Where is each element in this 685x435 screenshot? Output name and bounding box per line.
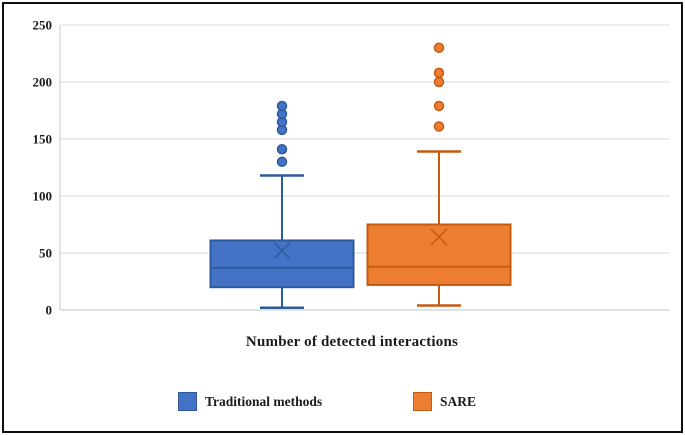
y-tick-label-200: 200 bbox=[33, 75, 53, 90]
legend-item-sare: SARE bbox=[413, 392, 476, 411]
legend-label-sare: SARE bbox=[440, 393, 477, 409]
legend-item-traditional-methods: Traditional methods bbox=[178, 392, 322, 411]
legend-swatch-sare bbox=[413, 392, 432, 411]
outlier-sare-208 bbox=[433, 67, 445, 79]
y-tick-label-50: 50 bbox=[39, 246, 52, 261]
outlier-traditional-methods-179 bbox=[276, 100, 288, 112]
outlier-sare-161 bbox=[433, 121, 445, 132]
boxplot-canvas: 0 50 100 150 200 250 bbox=[33, 18, 670, 318]
x-axis-title: Number of detected interactions bbox=[245, 334, 459, 350]
outlier-sare-230 bbox=[433, 42, 445, 54]
box-traditional-methods bbox=[209, 239, 355, 289]
outlier-traditional-methods-141 bbox=[276, 144, 288, 155]
legend-swatch-traditional-methods bbox=[178, 392, 197, 411]
y-tick-label-0: 0 bbox=[46, 303, 53, 318]
outlier-sare-200 bbox=[433, 76, 445, 88]
outlier-sare-179 bbox=[433, 100, 445, 112]
box-sare bbox=[366, 223, 512, 286]
y-tick-label-100: 100 bbox=[33, 189, 53, 204]
outlier-traditional-methods-130 bbox=[276, 156, 288, 168]
y-tick-label-250: 250 bbox=[33, 18, 53, 33]
legend-label-traditional-methods: Traditional methods bbox=[205, 393, 323, 409]
mean-marker-traditional-methods-2 bbox=[273, 242, 291, 260]
y-tick-label-150: 150 bbox=[33, 132, 53, 147]
mean-marker-sare-2 bbox=[430, 228, 448, 246]
